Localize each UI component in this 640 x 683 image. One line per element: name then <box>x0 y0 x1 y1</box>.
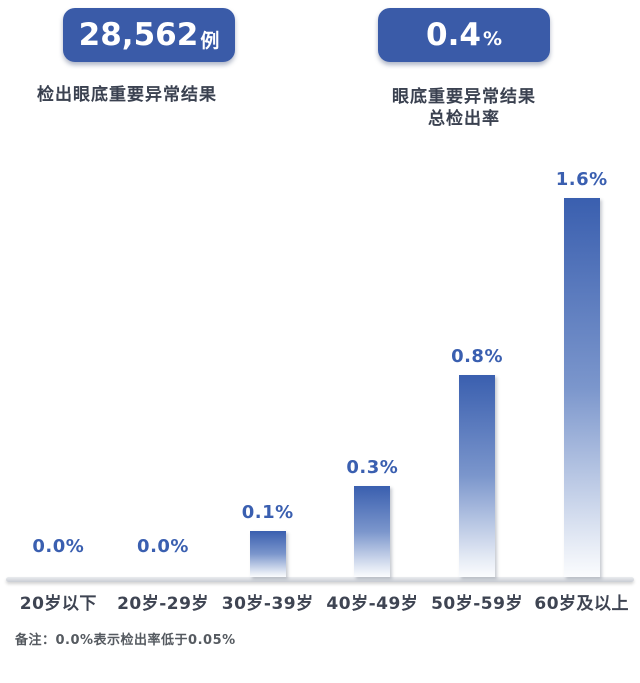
category-label: 40岁-49岁 <box>326 594 419 614</box>
bar-column: 0.1% <box>215 502 320 577</box>
stat-card-total-rate: 0.4 % <box>378 8 550 62</box>
bar <box>563 198 600 577</box>
category-label: 30岁-39岁 <box>221 594 314 614</box>
bar <box>354 486 391 577</box>
category-label: 60岁及以上 <box>534 594 630 614</box>
stat-value-total-cases: 28,562 <box>78 16 199 53</box>
bar-value-label: 0.0% <box>32 536 85 557</box>
stat-value-total-rate: 0.4 <box>426 16 481 53</box>
bar-value-label: 0.0% <box>137 536 189 557</box>
category-row: 20岁以下 20岁-29岁 30岁-39岁 40岁-49岁 50岁-59岁 60岁及以上 <box>6 589 634 614</box>
stat-suffix-total-rate: % <box>482 28 502 50</box>
bar-value-label: 0.3% <box>346 457 399 478</box>
stat-label-total-rate: 眼底重要异常结果 总检出率 <box>368 86 560 130</box>
bar-plot: 0.0% 0.0% 0.1% 0.3% 0.8% 1.6% <box>6 157 634 577</box>
bar-column: 0.3% <box>320 457 425 577</box>
bar-value-label: 0.8% <box>451 346 503 367</box>
stat-label-total-rate-line1: 眼底重要异常结果 <box>392 87 536 107</box>
bar <box>459 375 496 577</box>
stat-card-total-cases: 28,562 例 <box>63 8 235 62</box>
bar-column: 0.0% <box>6 536 111 577</box>
footnote: 备注：0.0%表示检出率低于0.05% <box>15 633 236 648</box>
bar-column: 1.6% <box>529 169 634 577</box>
bar-value-label: 0.1% <box>241 502 294 523</box>
bar-column: 0.0% <box>111 536 216 577</box>
bar-column: 0.8% <box>425 346 530 577</box>
bar <box>249 531 286 577</box>
bar-chart: 0.0% 0.0% 0.1% 0.3% 0.8% 1.6% 20岁以下 20岁-29岁 30岁… <box>6 157 634 614</box>
stat-suffix-total-cases: 例 <box>200 29 220 52</box>
x-axis-line <box>6 577 634 582</box>
category-label: 20岁-29岁 <box>117 594 209 614</box>
stat-label-total-rate-line2: 总检出率 <box>428 109 500 129</box>
category-label: 50岁-59岁 <box>431 594 523 614</box>
stat-label-total-cases: 检出眼底重要异常结果 <box>37 85 217 105</box>
category-label: 20岁以下 <box>19 594 97 614</box>
bar-value-label: 1.6% <box>555 169 608 190</box>
